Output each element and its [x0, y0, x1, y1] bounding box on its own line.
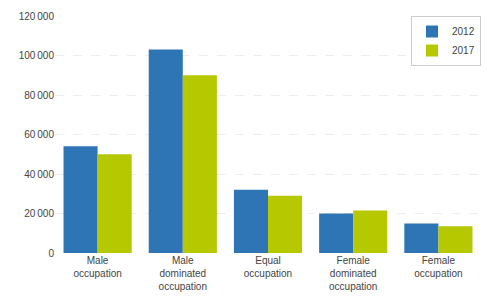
svg-text:2017: 2017 — [452, 45, 475, 56]
svg-text:100 000: 100 000 — [19, 50, 55, 61]
svg-text:Femaleoccupation: Femaleoccupation — [414, 255, 462, 279]
svg-text:0: 0 — [48, 248, 54, 259]
svg-text:60 000: 60 000 — [24, 129, 54, 140]
svg-text:2012: 2012 — [452, 26, 475, 37]
svg-text:40 000: 40 000 — [24, 169, 54, 180]
svg-text:Maledominatedoccupation: Maledominatedoccupation — [159, 255, 207, 292]
svg-text:120 000: 120 000 — [19, 11, 55, 22]
svg-text:Femaledominatedoccupation: Femaledominatedoccupation — [329, 255, 377, 292]
svg-text:Maleoccupation: Maleoccupation — [73, 255, 121, 279]
svg-text:80 000: 80 000 — [24, 90, 54, 101]
svg-text:20 000: 20 000 — [24, 208, 54, 219]
svg-text:Equaloccupation: Equaloccupation — [244, 255, 292, 279]
